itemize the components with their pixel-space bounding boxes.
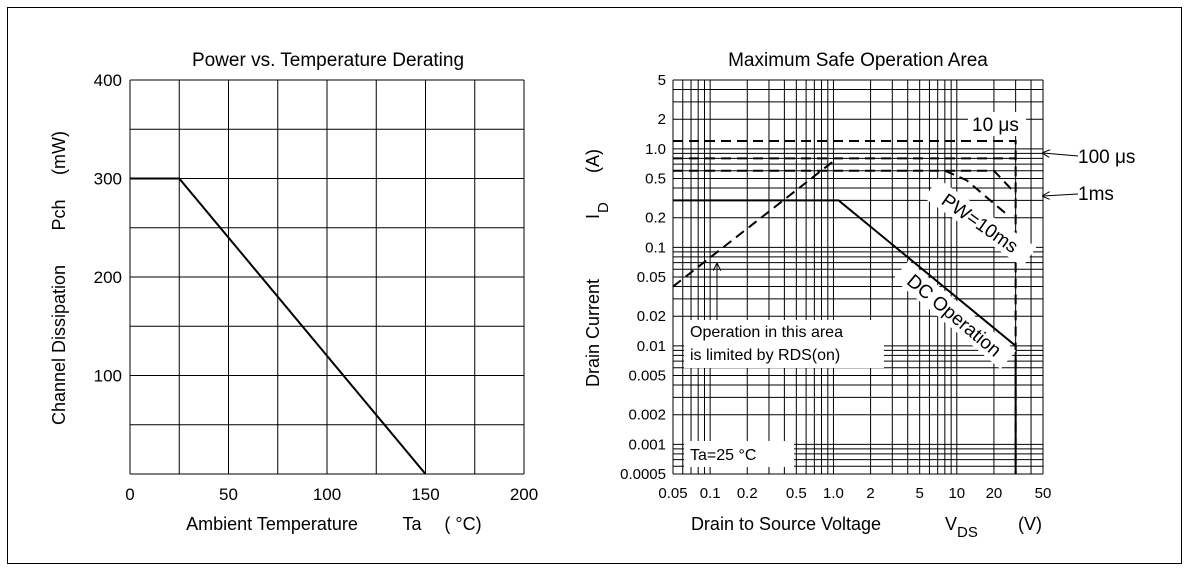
soa-y-tick: 0.2 (645, 210, 666, 227)
derating-y-symbol: Pch (49, 199, 69, 230)
soa-y-tick: 2 (658, 111, 666, 128)
ta-note: Ta=25 °C (690, 447, 756, 464)
derating-y-label: Channel Dissipation (49, 265, 69, 425)
soa-x-tick: 50 (1035, 485, 1052, 502)
soa-y-tick: 0.01 (637, 338, 666, 355)
soa-y-tick: 1.0 (645, 141, 666, 158)
derating-x-tick: 0 (125, 485, 134, 504)
rds-note-line1: Operation in this area (690, 324, 843, 341)
derating-y-tick: 400 (94, 71, 122, 90)
derating-x-tick: 200 (510, 485, 538, 504)
soa-x-label: Drain to Source Voltage (691, 514, 881, 534)
soa-y-tick: 0.02 (637, 308, 666, 325)
derating-x-label: Ambient Temperature (186, 514, 358, 534)
soa-series-3 (673, 169, 1017, 195)
soa-y-tick: 0.5 (645, 171, 666, 188)
soa-series-4 (944, 169, 1007, 215)
derating-y-tick: 300 (94, 170, 122, 189)
derating-x-unit: ( °C) (444, 514, 481, 534)
derating-x-tick: 100 (313, 485, 341, 504)
soa-series-5 (672, 160, 835, 288)
label-1ms: 1ms (1078, 184, 1114, 205)
label-10us-bg (968, 112, 1026, 136)
derating-x-tick: 50 (219, 485, 238, 504)
soa-x-tick: 0.1 (700, 485, 721, 502)
soa-x-tick: 20 (986, 485, 1003, 502)
soa-x-symbol-sub: DS (957, 524, 978, 541)
soa-x-tick: 0.05 (658, 485, 687, 502)
soa-series-1 (673, 140, 1017, 474)
soa-y-symbol: I (583, 214, 603, 219)
soa-x-tick: 0.5 (786, 485, 807, 502)
rds-note-bg (684, 320, 884, 368)
soa-y-tick: 0.002 (628, 407, 666, 424)
soa-y-tick: 0.05 (637, 269, 666, 286)
label-100us: 100 μs (1078, 147, 1135, 168)
soa-chart-title: Maximum Safe Operation Area (728, 50, 988, 71)
soa-y-symbol-sub: D (595, 202, 612, 213)
soa-y-unit: (A) (583, 149, 603, 173)
soa-y-tick: 0.0005 (620, 466, 666, 483)
derating-y-tick: 100 (94, 367, 122, 386)
soa-y-tick: 5 (658, 72, 666, 89)
soa-y-tick: 0.001 (628, 436, 666, 453)
derating-chart-title: Power vs. Temperature Derating (192, 50, 464, 71)
label-dc-operation-bg (893, 260, 1016, 370)
soa-y-label: Drain Current (583, 279, 603, 387)
derating-y-unit: (mW) (49, 131, 69, 175)
soa-x-unit: (V) (1018, 514, 1042, 534)
soa-x-tick: 1.0 (823, 485, 844, 502)
soa-x-tick: 10 (948, 485, 965, 502)
soa-x-symbol: V (945, 514, 957, 534)
derating-x-tick: 150 (411, 485, 439, 504)
soa-chart: Maximum Safe Operation Area 0.05 0.1 0.2 0.… (583, 50, 1135, 541)
soa-x-tick: 2 (866, 485, 874, 502)
label-pw10ms-bg (924, 178, 1037, 267)
rds-note-line2: is limited by RDS(on) (690, 347, 840, 364)
soa-x-tick: 5 (915, 485, 923, 502)
soa-x-tick: 0.2 (737, 485, 758, 502)
derating-chart: Power vs. Temperature Derating 0 50 100 150… (49, 50, 538, 534)
label-10us: 10 μs (972, 115, 1019, 136)
figure-frame (7, 7, 1182, 564)
derating-curve (130, 177, 427, 475)
derating-x-symbol: Ta (402, 514, 422, 534)
derating-y-tick: 200 (94, 268, 122, 287)
soa-y-tick: 0.1 (645, 239, 666, 256)
arrow-1ms (1043, 194, 1079, 196)
soa-y-tick: 0.005 (628, 368, 666, 385)
ta-note-bg (684, 441, 794, 467)
arrow-100us (1043, 153, 1079, 156)
